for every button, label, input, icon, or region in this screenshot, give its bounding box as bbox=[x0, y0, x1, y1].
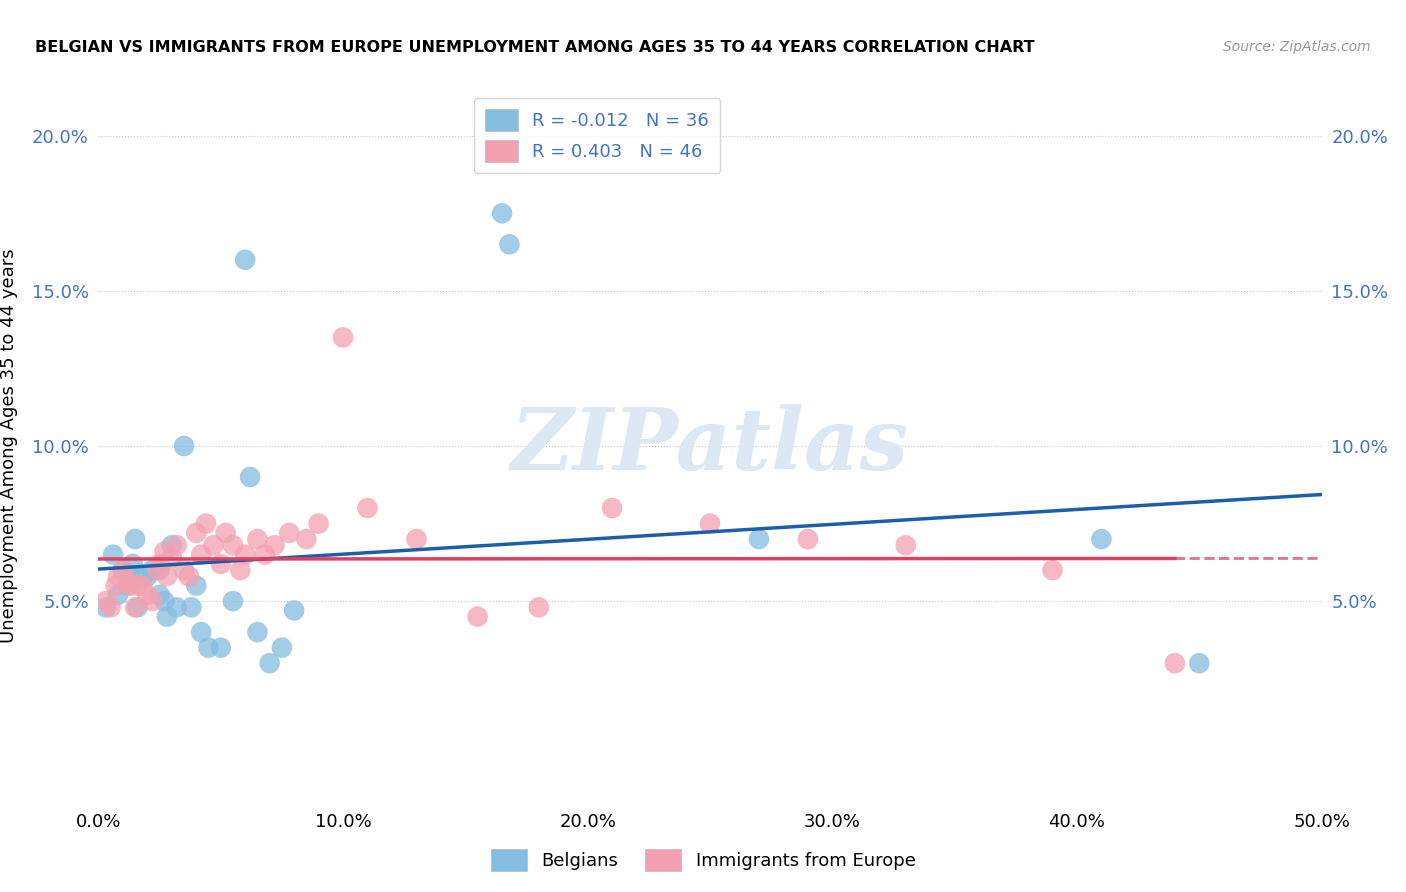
Point bbox=[190, 625, 212, 640]
Point bbox=[498, 237, 520, 252]
Point bbox=[173, 439, 195, 453]
Point bbox=[101, 548, 124, 562]
Point bbox=[117, 579, 139, 593]
Point bbox=[278, 525, 301, 540]
Point bbox=[270, 640, 294, 655]
Point bbox=[111, 563, 134, 577]
Point bbox=[131, 569, 153, 583]
Point bbox=[166, 538, 188, 552]
Point bbox=[100, 600, 122, 615]
Point bbox=[136, 569, 159, 583]
Point bbox=[149, 563, 172, 577]
Point bbox=[1188, 656, 1211, 670]
Point bbox=[186, 579, 208, 593]
Point bbox=[527, 600, 550, 615]
Point bbox=[253, 548, 276, 562]
Point bbox=[748, 532, 770, 546]
Point bbox=[491, 206, 513, 220]
Point bbox=[246, 625, 269, 640]
Point bbox=[136, 588, 159, 602]
Point bbox=[197, 640, 219, 655]
Point bbox=[186, 525, 208, 540]
Point bbox=[195, 516, 218, 531]
Point bbox=[107, 588, 129, 602]
Point bbox=[405, 532, 427, 546]
Point bbox=[149, 588, 172, 602]
Point bbox=[141, 563, 163, 577]
Point bbox=[141, 594, 163, 608]
Point bbox=[156, 569, 179, 583]
Point bbox=[149, 557, 172, 571]
Point bbox=[127, 600, 149, 615]
Point bbox=[263, 538, 285, 552]
Point bbox=[233, 252, 256, 267]
Text: BELGIAN VS IMMIGRANTS FROM EUROPE UNEMPLOYMENT AMONG AGES 35 TO 44 YEARS CORRELA: BELGIAN VS IMMIGRANTS FROM EUROPE UNEMPL… bbox=[35, 40, 1035, 55]
Point bbox=[797, 532, 820, 546]
Point bbox=[153, 544, 176, 558]
Point bbox=[295, 532, 318, 546]
Point bbox=[124, 532, 146, 546]
Point bbox=[117, 575, 139, 590]
Point bbox=[111, 563, 134, 577]
Point bbox=[209, 557, 232, 571]
Point bbox=[202, 538, 225, 552]
Text: ZIPatlas: ZIPatlas bbox=[510, 404, 910, 488]
Point bbox=[177, 569, 200, 583]
Legend: R = -0.012   N = 36, R = 0.403   N = 46: R = -0.012 N = 36, R = 0.403 N = 46 bbox=[474, 98, 720, 173]
Point bbox=[222, 538, 245, 552]
Point bbox=[699, 516, 721, 531]
Point bbox=[332, 330, 354, 344]
Point bbox=[131, 579, 153, 593]
Point bbox=[1042, 563, 1064, 577]
Point bbox=[160, 538, 183, 552]
Point bbox=[190, 548, 212, 562]
Point bbox=[120, 579, 142, 593]
Point bbox=[894, 538, 917, 552]
Point bbox=[156, 609, 179, 624]
Point bbox=[94, 594, 117, 608]
Point bbox=[173, 563, 195, 577]
Point bbox=[166, 600, 188, 615]
Point bbox=[104, 579, 127, 593]
Point bbox=[308, 516, 330, 531]
Point bbox=[246, 532, 269, 546]
Point bbox=[600, 501, 623, 516]
Point bbox=[153, 594, 176, 608]
Point bbox=[120, 569, 142, 583]
Point bbox=[356, 501, 378, 516]
Point bbox=[94, 600, 117, 615]
Point bbox=[1164, 656, 1187, 670]
Point bbox=[160, 550, 183, 565]
Point bbox=[283, 603, 305, 617]
Legend: Belgians, Immigrants from Europe: Belgians, Immigrants from Europe bbox=[484, 842, 922, 879]
Point bbox=[233, 548, 256, 562]
Point bbox=[467, 609, 489, 624]
Text: Source: ZipAtlas.com: Source: ZipAtlas.com bbox=[1223, 40, 1371, 54]
Point bbox=[239, 470, 262, 484]
Point bbox=[229, 563, 252, 577]
Point bbox=[1090, 532, 1112, 546]
Point bbox=[107, 569, 129, 583]
Y-axis label: Unemployment Among Ages 35 to 44 years: Unemployment Among Ages 35 to 44 years bbox=[0, 249, 18, 643]
Point bbox=[180, 600, 202, 615]
Point bbox=[222, 594, 245, 608]
Point bbox=[259, 656, 281, 670]
Point bbox=[124, 600, 146, 615]
Point bbox=[209, 640, 232, 655]
Point bbox=[127, 579, 149, 593]
Point bbox=[121, 557, 143, 571]
Point bbox=[214, 525, 236, 540]
Point bbox=[146, 563, 169, 577]
